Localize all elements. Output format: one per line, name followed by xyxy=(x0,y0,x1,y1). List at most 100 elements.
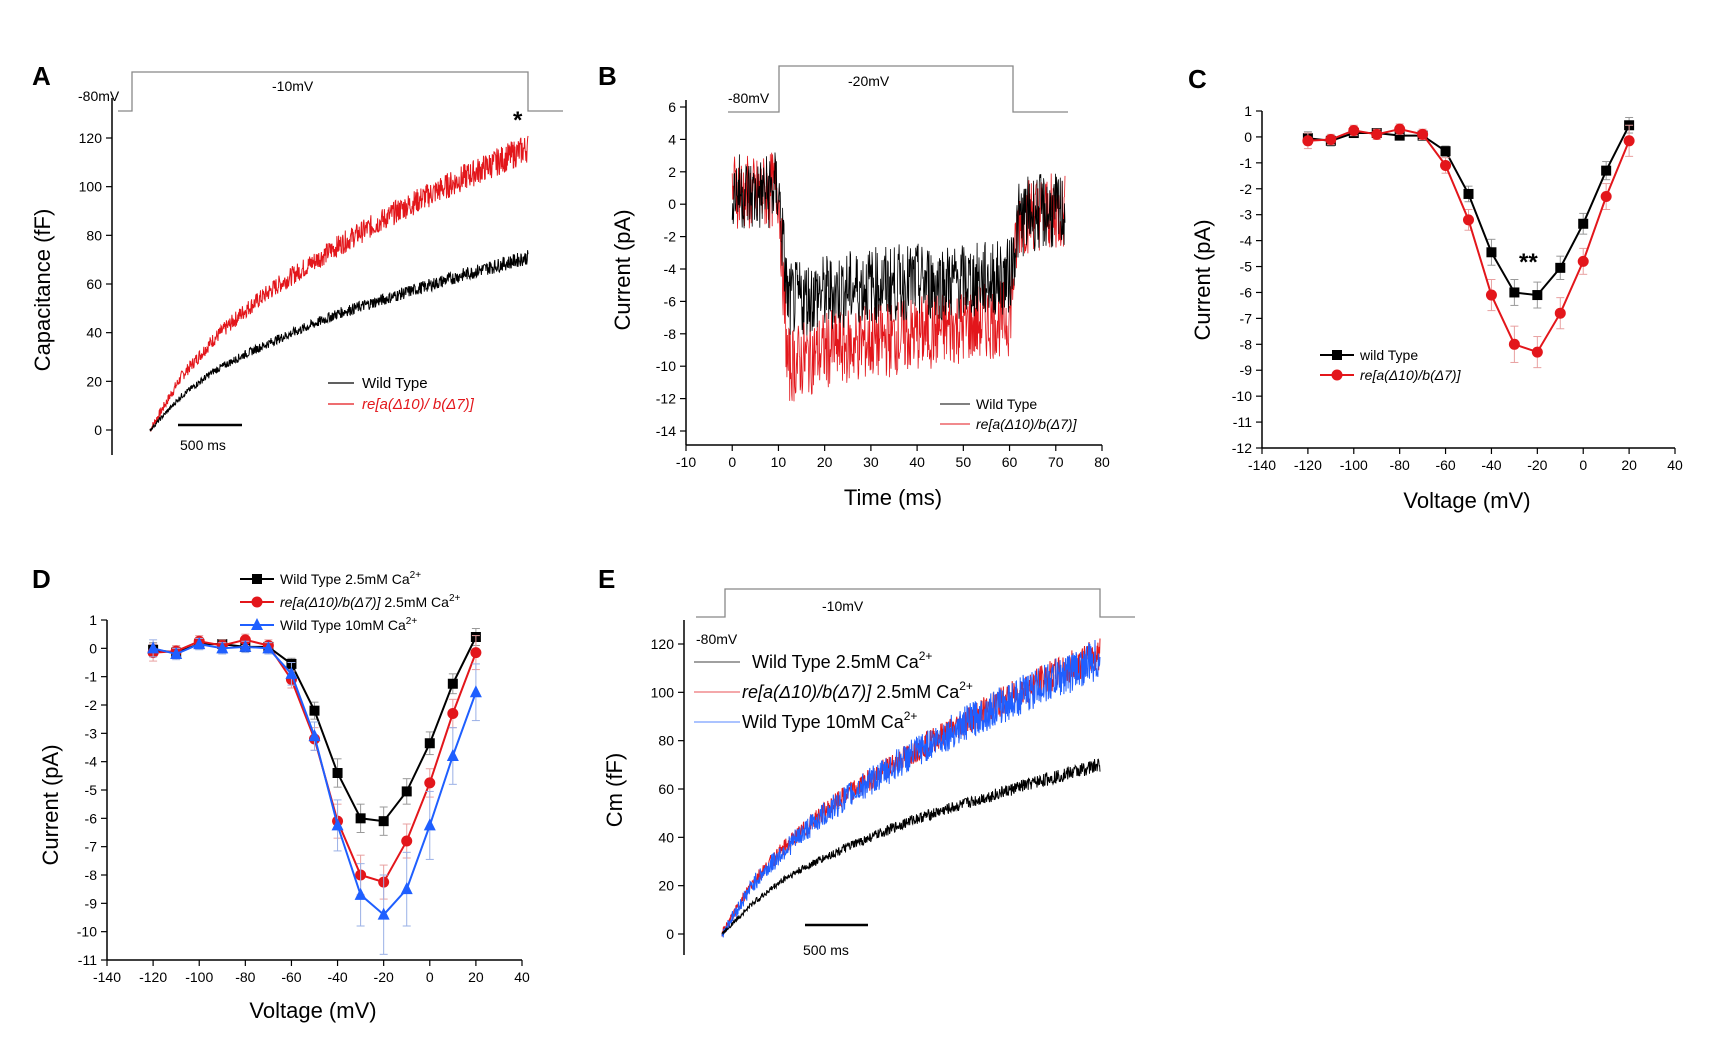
panel-b-protocol-line xyxy=(728,65,1068,113)
panel-b-y-tick-label: -6 xyxy=(664,293,677,309)
panel-b-y-tick-label: -12 xyxy=(656,391,676,407)
panel-c-data-point xyxy=(1578,218,1589,229)
panel-b-y-tick-label: 4 xyxy=(668,131,676,147)
panel-b-y-tick-label: -8 xyxy=(664,326,677,342)
panel-d-data-point xyxy=(446,749,459,761)
panel-d-data-point xyxy=(309,705,320,716)
panel-b-x-tick-label: 80 xyxy=(1094,454,1110,470)
panel-c-x-tick-label: -40 xyxy=(1481,457,1501,473)
panel-a-mutant-trace xyxy=(149,135,529,432)
panel-a-y-tick-label: 20 xyxy=(86,373,102,389)
panel-e-y-tick-label: 40 xyxy=(658,829,674,845)
panel-c-y-tick-label: -1 xyxy=(1240,155,1253,171)
panel-d: D 1 0 -1 -2 -3 -4 -5 -6 -7 -8 -9 -10 -11-140 -120 -100… xyxy=(32,564,530,1023)
panel-d-data-point xyxy=(262,641,275,654)
panel-c-data-point xyxy=(1532,290,1543,301)
panel-d-x-tick-label: -140 xyxy=(93,969,121,985)
panel-d-y-tick-label: -10 xyxy=(77,924,97,940)
panel-c-data-point xyxy=(1623,135,1635,147)
panel-c-legend-wt-marker xyxy=(1332,350,1342,360)
panel-a-scale-bar-label: 500 ms xyxy=(180,437,226,453)
panel-d-legend-wt-10mm: Wild Type 10mM Ca2+ xyxy=(280,616,417,633)
panel-c-x-tick-label: -140 xyxy=(1248,457,1276,473)
panel-d-x-tick-label: -20 xyxy=(374,969,394,985)
panel-c-x-axis-title: Voltage (mV) xyxy=(1403,488,1530,513)
panel-d-data-point xyxy=(355,813,366,824)
panel-e-wt-10mm-trace xyxy=(721,639,1101,938)
panel-b-y-tick-label: -4 xyxy=(664,261,677,277)
panel-c-data-point xyxy=(1577,255,1589,267)
panel-c-x-tick-label: -20 xyxy=(1527,457,1547,473)
panel-d-data-point xyxy=(147,641,160,654)
panel-a-y-tick-label: 80 xyxy=(86,227,102,243)
panel-a-holding-label: -80mV xyxy=(78,88,120,104)
panel-c-x-tick-label: -120 xyxy=(1294,457,1322,473)
panel-b-legend-wild-type: Wild Type xyxy=(976,396,1037,412)
panel-d-data-point xyxy=(354,887,367,900)
panel-e-traces xyxy=(721,638,1101,938)
panel-letter-d: D xyxy=(32,564,51,594)
panel-c-significance-stars: ** xyxy=(1519,249,1538,276)
panel-d-legend-marker xyxy=(251,618,263,630)
panel-d-y-tick-label: -3 xyxy=(85,725,98,741)
panel-a-y-axis-title: Capacitance (fF) xyxy=(30,209,55,372)
panel-d-legend-mutant-2-5mm: re[a(Δ10)/b(Δ7)] 2.5mM Ca2+ xyxy=(280,593,461,610)
panel-e-scale-bar-label: 500 ms xyxy=(803,942,849,958)
panel-e-y-tick-label: 100 xyxy=(651,684,675,700)
panel-e-y-axis-title: Cm (fF) xyxy=(602,753,627,828)
panel-c-data-point xyxy=(1394,130,1405,141)
panel-d-data-point xyxy=(377,907,390,920)
panel-d-y-axis-title: Current (pA) xyxy=(38,744,63,865)
panel-c-data-point xyxy=(1485,289,1497,301)
panel-d-data-point xyxy=(331,818,344,831)
panel-c-data-point xyxy=(1348,124,1360,136)
panel-a: A -80mV -10mV * 0 20 40 60 80 100 120 Capacita… xyxy=(30,61,563,455)
panel-c-y-tick-label: -5 xyxy=(1240,259,1253,275)
panel-c-data-point xyxy=(1394,123,1406,135)
panel-d-data-point xyxy=(400,882,413,895)
panel-c-traces xyxy=(1302,116,1635,369)
panel-c-data-point xyxy=(1600,191,1612,203)
panel-d-data-point xyxy=(170,647,183,659)
panel-b-x-tick-label: 20 xyxy=(817,454,833,470)
panel-c-x-tick-label: 0 xyxy=(1579,457,1587,473)
panel-e-holding-label: -80mV xyxy=(696,631,738,647)
panel-a-protocol-line xyxy=(118,71,563,112)
panel-e-y-tick-label: 0 xyxy=(666,926,674,942)
panel-d-legend-marker xyxy=(251,596,263,608)
panel-b-y-tick-label: 6 xyxy=(668,99,676,115)
panel-c-data-point xyxy=(1486,247,1497,258)
panel-e-y-tick-label: 60 xyxy=(658,781,674,797)
panel-d-data-point xyxy=(424,738,435,749)
panel-a-legend-mutant: re[a(Δ10)/ b(Δ7)] xyxy=(362,396,475,413)
panel-d-y-tick-label: -4 xyxy=(85,754,98,770)
panel-d-data-point xyxy=(308,729,321,742)
panel-letter-b: B xyxy=(598,61,617,91)
panel-c-data-point xyxy=(1325,134,1337,146)
panel-c: C 1 0 -1 -2 -3 -4 -5 -6 -7 -8 -9 -10 -11 -12-140 -120 -… xyxy=(1188,64,1683,513)
panel-c-data-point xyxy=(1440,159,1452,171)
panel-b-traces xyxy=(731,152,1066,402)
panel-b-x-tick-label: 70 xyxy=(1048,454,1064,470)
panel-c-y-tick-label: -2 xyxy=(1240,181,1253,197)
panel-c-y-tick-label: -6 xyxy=(1240,284,1253,300)
panel-d-data-point xyxy=(378,816,389,827)
panel-d-data-point xyxy=(239,634,251,646)
panel-c-y-tick-label: -8 xyxy=(1240,336,1253,352)
panel-e-axes: 0 20 40 60 80 100 120 xyxy=(651,620,685,955)
panel-c-data-point xyxy=(1555,262,1566,273)
panel-d-data-point xyxy=(447,708,459,719)
panel-c-data-point xyxy=(1463,188,1474,199)
panel-e: E -80mV -10mV 0 20 40 60 80 100 120 Cm (fF) 50… xyxy=(598,564,1135,958)
panel-a-step-label: -10mV xyxy=(272,78,314,94)
panel-d-data-point xyxy=(447,678,458,689)
panel-d-axes: 1 0 -1 -2 -3 -4 -5 -6 -7 -8 -9 -10 -11-140 -120 -100 -8… xyxy=(77,612,530,985)
panel-b-legend: Wild Type re[a(Δ10)/b(Δ7)] xyxy=(940,396,1078,432)
panel-b-x-tick-label: -10 xyxy=(676,454,696,470)
panel-c-x-tick-label: 40 xyxy=(1667,457,1683,473)
panel-b-legend-mutant: re[a(Δ10)/b(Δ7)] xyxy=(976,416,1078,432)
panel-a-axes: 0 20 40 60 80 100 120 xyxy=(79,98,113,455)
panel-c-y-tick-label: 1 xyxy=(1244,103,1252,119)
